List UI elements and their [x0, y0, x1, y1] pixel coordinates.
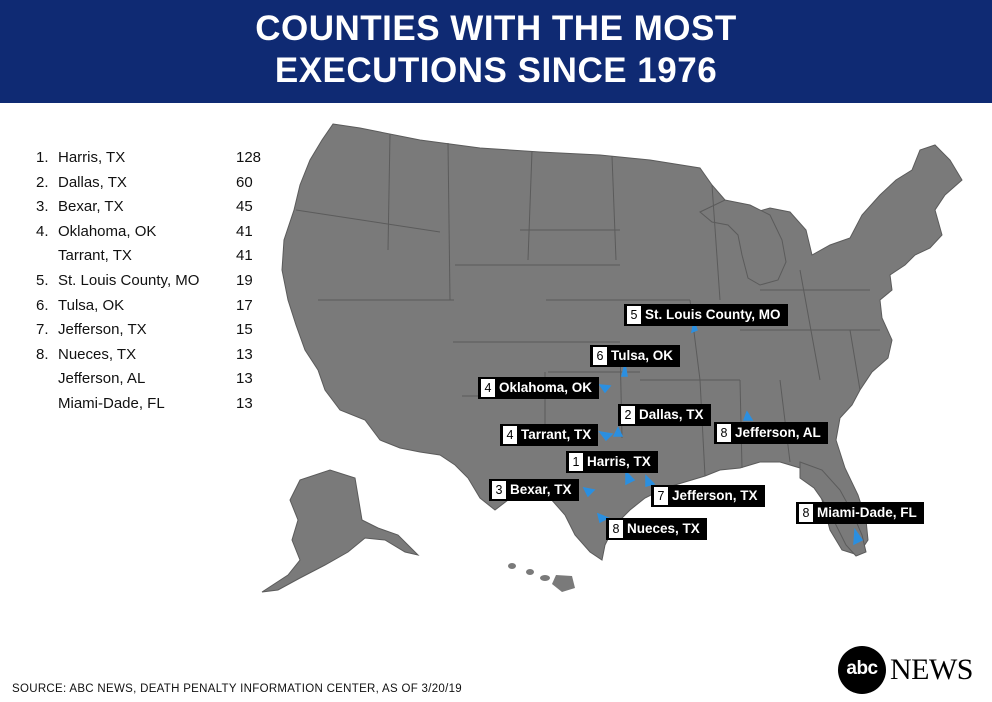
marker-st-louis: [690, 319, 698, 334]
rank-count: 13: [236, 370, 253, 388]
label-rank: 8: [798, 503, 814, 523]
title-line-1: COUNTIES WITH THE MOST: [255, 9, 737, 48]
county-markers: [582, 319, 864, 546]
rank-number: 1.: [36, 149, 49, 166]
map-label-oklahoma: 4 Oklahoma, OK: [478, 377, 600, 399]
label-rank: 2: [620, 405, 636, 425]
marker-tulsa: [621, 363, 628, 377]
label-county: Miami-Dade, FL: [817, 505, 917, 520]
ranking-row: Tarrant, TX 41: [36, 244, 276, 269]
label-county: St. Louis County, MO: [645, 307, 781, 322]
rank-count: 17: [236, 296, 253, 314]
ranking-row: 8. Nueces, TX 13: [36, 343, 276, 368]
ranking-row: Jefferson, AL 13: [36, 367, 276, 392]
rank-county: Tulsa, OK: [58, 296, 125, 314]
label-county: Oklahoma, OK: [499, 380, 593, 395]
label-rank: 6: [592, 346, 608, 366]
marker-jefferson-al: [742, 410, 754, 421]
ranking-list: 1. Harris, TX 128 2. Dallas, TX 60 3. Bexar, …: [36, 146, 276, 417]
rank-number: 3.: [36, 198, 49, 216]
label-rank: 7: [653, 486, 669, 506]
map-label-tulsa: 6 Tulsa, OK: [590, 345, 681, 367]
marker-bexar: [582, 486, 596, 498]
rank-number: 5.: [36, 271, 49, 289]
label-rank: 1: [568, 452, 584, 472]
label-rank: 3: [491, 480, 507, 500]
rank-county: Oklahoma, OK: [58, 222, 157, 240]
rank-count: 60: [236, 173, 253, 191]
map-label-bexar: 3 Bexar, TX: [489, 479, 579, 501]
ranking-row: 4. Oklahoma, OK 41: [36, 220, 276, 245]
rank-county: St. Louis County, MO: [58, 271, 200, 289]
michigan-shape: [699, 199, 787, 286]
label-rank: 4: [480, 378, 496, 398]
marker-tarrant: [598, 430, 614, 442]
rank-count: 19: [236, 271, 253, 289]
source-note: SOURCE: ABC NEWS, DEATH PENALTY INFORMAT…: [12, 683, 462, 695]
rank-county: Jefferson, AL: [58, 370, 146, 388]
rank-county: Harris, TX: [58, 149, 126, 166]
rank-number: 7.: [36, 321, 49, 339]
map-label-harris: 1 Harris, TX: [566, 451, 658, 473]
label-county: Tarrant, TX: [521, 427, 592, 442]
rank-count: 13: [236, 345, 253, 363]
label-rank: 4: [502, 425, 518, 445]
label-county: Jefferson, TX: [672, 488, 758, 503]
label-county: Bexar, TX: [510, 482, 572, 497]
alaska-shape: [261, 469, 420, 593]
contiguous-us-shape: [281, 123, 963, 561]
marker-harris: [625, 470, 636, 486]
map-label-jefferson-al: 8 Jefferson, AL: [714, 422, 828, 444]
rank-county: Dallas, TX: [58, 173, 127, 191]
label-county: Dallas, TX: [639, 407, 704, 422]
label-county: Jefferson, AL: [735, 425, 821, 440]
label-county: Tulsa, OK: [611, 348, 674, 363]
label-county: Nueces, TX: [627, 521, 700, 536]
state-borders: [295, 133, 880, 477]
rank-county: Nueces, TX: [58, 345, 137, 363]
ranking-row: 6. Tulsa, OK 17: [36, 294, 276, 319]
marker-jefferson-tx: [645, 474, 656, 487]
ranking-row: 2. Dallas, TX 60: [36, 171, 276, 196]
map-label-jefferson-tx: 7 Jefferson, TX: [651, 485, 765, 507]
hawaii-shape: [508, 563, 575, 592]
rank-number: 2.: [36, 173, 49, 191]
marker-oklahoma: [598, 384, 612, 394]
marker-dallas: [612, 426, 624, 437]
rank-count: 45: [236, 198, 253, 216]
map-label-dallas: 2 Dallas, TX: [618, 404, 711, 426]
map-label-nueces: 8 Nueces, TX: [606, 518, 707, 540]
label-rank: 8: [716, 423, 732, 443]
rank-number: 6.: [36, 296, 49, 314]
label-rank: 8: [608, 519, 624, 539]
title-line-2: EXECUTIONS SINCE 1976: [274, 51, 718, 90]
marker-nueces: [596, 512, 610, 524]
rank-county: Bexar, TX: [58, 198, 124, 216]
rank-count: 15: [236, 321, 253, 339]
rank-county: Tarrant, TX: [58, 247, 132, 265]
ranking-row: 5. St. Louis County, MO 19: [36, 269, 276, 294]
ranking-row: Miami-Dade, FL 13: [36, 392, 276, 417]
marker-miami-dade: [853, 527, 864, 546]
map-label-st-louis: 5 St. Louis County, MO: [624, 304, 788, 326]
rank-number: 8.: [36, 345, 49, 363]
map-label-tarrant: 4 Tarrant, TX: [500, 424, 599, 446]
label-rank: 5: [626, 305, 642, 325]
rank-number: 4.: [36, 222, 49, 240]
rank-count: 41: [236, 222, 253, 240]
ranking-row: 3. Bexar, TX 45: [36, 195, 276, 220]
header-banner: COUNTIES WITH THE MOST EXECUTIONS SINCE …: [0, 0, 992, 103]
map-label-miami-dade: 8 Miami-Dade, FL: [796, 502, 924, 524]
rank-county: Jefferson, TX: [58, 321, 147, 339]
ranking-row: 1. Harris, TX 128: [36, 146, 276, 171]
ranking-row: 7. Jefferson, TX 15: [36, 318, 276, 343]
rank-count: 13: [236, 394, 253, 412]
label-county: Harris, TX: [587, 454, 651, 469]
news-wordmark: NEWS: [890, 653, 974, 686]
rank-count: 128: [236, 149, 262, 166]
rank-county: Miami-Dade, FL: [58, 394, 165, 412]
abc-logo-icon: abc: [838, 646, 886, 694]
rank-count: 41: [236, 247, 253, 265]
